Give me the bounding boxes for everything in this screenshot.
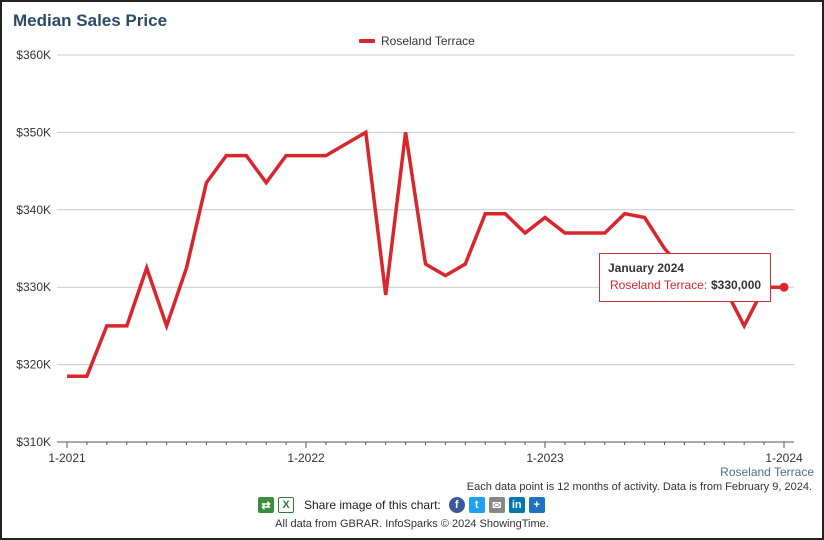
twitter-icon[interactable]: t — [468, 497, 485, 513]
tooltip-value: $330,000 — [711, 278, 762, 292]
data-point-marker — [779, 282, 789, 292]
share-label: Share image of this chart: — [304, 498, 441, 512]
share-icon[interactable]: ⇄ — [258, 497, 274, 513]
y-tick-label: $340K — [16, 203, 51, 217]
data-note: Each data point is 12 months of activity… — [466, 481, 812, 493]
tooltip-series-label: Roseland Terrace: — [610, 278, 708, 292]
plus-icon[interactable]: + — [528, 497, 545, 513]
y-tick-label: $360K — [16, 48, 51, 62]
x-tick-label: 1-2021 — [48, 451, 86, 465]
excel-icon[interactable]: X — [278, 497, 294, 513]
tooltip-title: January 2024 — [608, 261, 685, 275]
gridlines — [57, 54, 794, 443]
x-tick-label: 1-2022 — [287, 451, 325, 465]
series-line-roseland-terrace — [67, 129, 784, 378]
series-layer — [67, 129, 789, 378]
chart-title: Median Sales Price — [13, 11, 168, 30]
linkedin-icon[interactable]: in — [508, 497, 525, 513]
y-tick-label: $310K — [16, 435, 51, 449]
tooltip: January 2024 Roseland Terrace: $330,000 — [599, 253, 771, 302]
email-icon[interactable]: ✉ — [488, 497, 505, 513]
share-row: ⇄ X Share image of this chart: f t ✉ in … — [258, 497, 549, 513]
legend[interactable]: Roseland Terrace — [359, 34, 475, 48]
x-axis: 1-2021 1-2022 1-2023 1-2024 — [48, 442, 803, 465]
y-axis: $310K $320K $330K $340K $350K $360K — [16, 48, 51, 449]
footer: All data from GBRAR. InfoSparks © 2024 S… — [275, 518, 549, 530]
legend-swatch — [359, 39, 375, 43]
y-tick-label: $330K — [16, 280, 51, 294]
y-tick-label: $350K — [16, 125, 51, 139]
series-label-link[interactable]: Roseland Terrace — [720, 465, 814, 479]
y-tick-label: $320K — [16, 358, 51, 372]
x-tick-label: 1-2023 — [526, 451, 564, 465]
facebook-icon[interactable]: f — [448, 497, 465, 513]
legend-label: Roseland Terrace — [381, 34, 475, 48]
x-tick-label: 1-2024 — [765, 451, 803, 465]
